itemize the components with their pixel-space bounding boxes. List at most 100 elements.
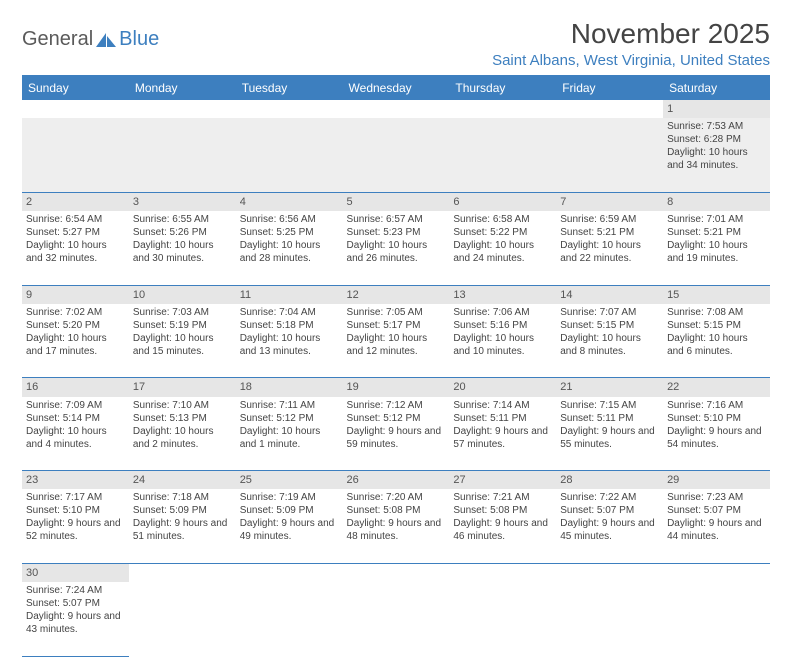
day-details: Sunrise: 7:14 AMSunset: 5:11 PMDaylight:…	[453, 399, 552, 451]
day-number-cell: 16	[22, 378, 129, 397]
day-cell: Sunrise: 6:55 AMSunset: 5:26 PMDaylight:…	[129, 211, 236, 285]
day-cell	[22, 118, 129, 192]
day-number-cell: 10	[129, 285, 236, 304]
day-number-cell	[663, 563, 770, 582]
day-cell: Sunrise: 7:24 AMSunset: 5:07 PMDaylight:…	[22, 582, 129, 656]
location: Saint Albans, West Virginia, United Stat…	[492, 52, 770, 69]
weekday-header: Wednesday	[343, 76, 450, 101]
day-cell: Sunrise: 7:03 AMSunset: 5:19 PMDaylight:…	[129, 304, 236, 378]
day-details: Sunrise: 6:56 AMSunset: 5:25 PMDaylight:…	[240, 213, 339, 265]
weekday-header: Sunday	[22, 76, 129, 101]
day-details: Sunrise: 6:59 AMSunset: 5:21 PMDaylight:…	[560, 213, 659, 265]
day-number-cell: 25	[236, 471, 343, 490]
day-number-cell: 1	[663, 100, 770, 118]
day-number-cell: 26	[343, 471, 450, 490]
day-cell	[663, 582, 770, 656]
weekday-header: Saturday	[663, 76, 770, 101]
day-cell	[556, 118, 663, 192]
day-content-row: Sunrise: 7:02 AMSunset: 5:20 PMDaylight:…	[22, 304, 770, 378]
day-details: Sunrise: 7:09 AMSunset: 5:14 PMDaylight:…	[26, 399, 125, 451]
day-number-cell: 22	[663, 378, 770, 397]
month-title: November 2025	[492, 18, 770, 50]
day-cell: Sunrise: 7:06 AMSunset: 5:16 PMDaylight:…	[449, 304, 556, 378]
day-number-row: 23242526272829	[22, 471, 770, 490]
day-cell: Sunrise: 7:07 AMSunset: 5:15 PMDaylight:…	[556, 304, 663, 378]
day-cell: Sunrise: 6:56 AMSunset: 5:25 PMDaylight:…	[236, 211, 343, 285]
day-content-row: Sunrise: 7:53 AMSunset: 6:28 PMDaylight:…	[22, 118, 770, 192]
day-number-cell: 14	[556, 285, 663, 304]
day-number-cell: 6	[449, 192, 556, 211]
day-details: Sunrise: 7:15 AMSunset: 5:11 PMDaylight:…	[560, 399, 659, 451]
day-cell: Sunrise: 7:22 AMSunset: 5:07 PMDaylight:…	[556, 489, 663, 563]
day-number-cell: 18	[236, 378, 343, 397]
day-content-row: Sunrise: 7:09 AMSunset: 5:14 PMDaylight:…	[22, 397, 770, 471]
day-cell: Sunrise: 7:05 AMSunset: 5:17 PMDaylight:…	[343, 304, 450, 378]
day-details: Sunrise: 7:20 AMSunset: 5:08 PMDaylight:…	[347, 491, 446, 543]
day-number-cell	[129, 563, 236, 582]
day-content-row: Sunrise: 7:24 AMSunset: 5:07 PMDaylight:…	[22, 582, 770, 656]
header: General Blue November 2025 Saint Albans,…	[22, 18, 770, 69]
day-number-cell	[449, 100, 556, 118]
day-content-row: Sunrise: 6:54 AMSunset: 5:27 PMDaylight:…	[22, 211, 770, 285]
day-number-row: 16171819202122	[22, 378, 770, 397]
day-cell: Sunrise: 7:01 AMSunset: 5:21 PMDaylight:…	[663, 211, 770, 285]
day-number-cell: 21	[556, 378, 663, 397]
day-cell	[343, 582, 450, 656]
logo-text-blue: Blue	[119, 28, 159, 51]
day-number-row: 9101112131415	[22, 285, 770, 304]
day-number-cell: 20	[449, 378, 556, 397]
day-cell	[236, 582, 343, 656]
day-number-cell: 7	[556, 192, 663, 211]
day-details: Sunrise: 7:11 AMSunset: 5:12 PMDaylight:…	[240, 399, 339, 451]
day-details: Sunrise: 7:03 AMSunset: 5:19 PMDaylight:…	[133, 306, 232, 358]
day-cell: Sunrise: 7:02 AMSunset: 5:20 PMDaylight:…	[22, 304, 129, 378]
weekday-header: Thursday	[449, 76, 556, 101]
day-cell: Sunrise: 6:58 AMSunset: 5:22 PMDaylight:…	[449, 211, 556, 285]
day-number-cell: 13	[449, 285, 556, 304]
day-number-cell: 23	[22, 471, 129, 490]
day-number-cell: 9	[22, 285, 129, 304]
day-number-cell: 29	[663, 471, 770, 490]
day-number-cell	[22, 100, 129, 118]
day-number-row: 1	[22, 100, 770, 118]
day-number-cell	[236, 563, 343, 582]
day-number-cell: 4	[236, 192, 343, 211]
day-details: Sunrise: 7:02 AMSunset: 5:20 PMDaylight:…	[26, 306, 125, 358]
day-number-cell: 2	[22, 192, 129, 211]
day-details: Sunrise: 6:54 AMSunset: 5:27 PMDaylight:…	[26, 213, 125, 265]
day-details: Sunrise: 6:58 AMSunset: 5:22 PMDaylight:…	[453, 213, 552, 265]
day-cell: Sunrise: 6:57 AMSunset: 5:23 PMDaylight:…	[343, 211, 450, 285]
title-block: November 2025 Saint Albans, West Virgini…	[492, 18, 770, 69]
logo: General Blue	[22, 28, 159, 51]
day-details: Sunrise: 7:53 AMSunset: 6:28 PMDaylight:…	[667, 120, 766, 172]
day-cell: Sunrise: 7:04 AMSunset: 5:18 PMDaylight:…	[236, 304, 343, 378]
sail-icon	[95, 32, 117, 48]
day-cell: Sunrise: 6:54 AMSunset: 5:27 PMDaylight:…	[22, 211, 129, 285]
day-cell: Sunrise: 7:11 AMSunset: 5:12 PMDaylight:…	[236, 397, 343, 471]
day-number-cell: 24	[129, 471, 236, 490]
weekday-header: Tuesday	[236, 76, 343, 101]
day-details: Sunrise: 6:55 AMSunset: 5:26 PMDaylight:…	[133, 213, 232, 265]
day-number-cell: 8	[663, 192, 770, 211]
calendar-table: SundayMondayTuesdayWednesdayThursdayFrid…	[22, 75, 770, 657]
day-cell: Sunrise: 7:18 AMSunset: 5:09 PMDaylight:…	[129, 489, 236, 563]
day-cell	[449, 118, 556, 192]
day-cell: Sunrise: 7:20 AMSunset: 5:08 PMDaylight:…	[343, 489, 450, 563]
day-details: Sunrise: 7:17 AMSunset: 5:10 PMDaylight:…	[26, 491, 125, 543]
day-number-cell	[343, 100, 450, 118]
day-cell: Sunrise: 7:53 AMSunset: 6:28 PMDaylight:…	[663, 118, 770, 192]
day-cell	[236, 118, 343, 192]
day-cell: Sunrise: 7:09 AMSunset: 5:14 PMDaylight:…	[22, 397, 129, 471]
day-number-cell: 3	[129, 192, 236, 211]
day-details: Sunrise: 6:57 AMSunset: 5:23 PMDaylight:…	[347, 213, 446, 265]
day-cell: Sunrise: 7:17 AMSunset: 5:10 PMDaylight:…	[22, 489, 129, 563]
day-number-cell: 28	[556, 471, 663, 490]
day-cell: Sunrise: 6:59 AMSunset: 5:21 PMDaylight:…	[556, 211, 663, 285]
day-content-row: Sunrise: 7:17 AMSunset: 5:10 PMDaylight:…	[22, 489, 770, 563]
day-cell: Sunrise: 7:19 AMSunset: 5:09 PMDaylight:…	[236, 489, 343, 563]
day-cell: Sunrise: 7:08 AMSunset: 5:15 PMDaylight:…	[663, 304, 770, 378]
day-details: Sunrise: 7:05 AMSunset: 5:17 PMDaylight:…	[347, 306, 446, 358]
logo-text-general: General	[22, 28, 93, 51]
day-cell: Sunrise: 7:23 AMSunset: 5:07 PMDaylight:…	[663, 489, 770, 563]
day-details: Sunrise: 7:16 AMSunset: 5:10 PMDaylight:…	[667, 399, 766, 451]
